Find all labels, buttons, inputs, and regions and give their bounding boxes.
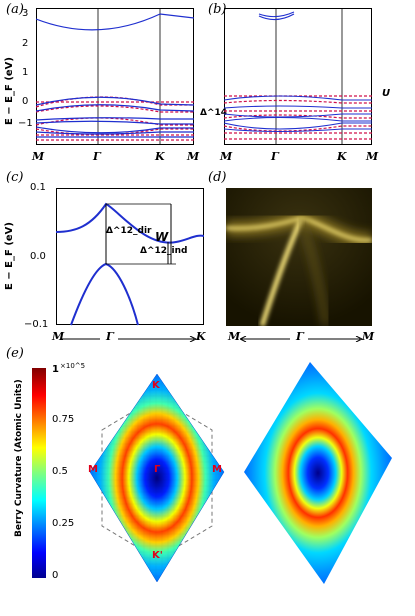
ytick-c-minus0.1: −0.1: [24, 319, 49, 330]
bz-label-M-left: M: [88, 464, 98, 475]
annot-delta-ind: Δ^12_ind: [140, 246, 188, 256]
kpath-c-K: K: [196, 330, 206, 343]
kpath-a-G: Γ: [93, 150, 101, 163]
cbar-tick-025: 0.25: [52, 518, 75, 529]
kpath-c-G: Γ: [106, 330, 114, 343]
ytick-a-2: 2: [22, 38, 29, 49]
ytick-a-0: 0: [22, 96, 29, 107]
panel-label-c: (c): [6, 170, 24, 185]
ytick-c-0.0: 0.0: [30, 251, 46, 262]
kpath-b-G: Γ: [271, 150, 279, 163]
band-zoom-c: [56, 188, 204, 326]
ytick-a-minus1: −1: [18, 118, 33, 129]
colorbar-label: Berry Curvature (Atomic Units): [14, 379, 24, 537]
cbar-exp: ×10^5: [60, 362, 86, 370]
kpath-c-arrows: [62, 336, 198, 342]
ylabel-c: E − E_F (eV): [4, 222, 15, 290]
berry-curvature-map-smooth: [244, 362, 392, 584]
annot-U: U: [382, 88, 391, 99]
cbar-tick-0: 0: [52, 570, 59, 581]
kpath-b-K: K: [337, 150, 347, 163]
berry-curvature-map-pixel: [89, 373, 225, 583]
panel-label-a: (a): [6, 2, 24, 17]
ytick-c-0.1: 0.1: [30, 182, 46, 193]
panel-label-b: (b): [208, 2, 227, 17]
cbar-tick-1: 1: [52, 364, 59, 375]
band-structure-b: [224, 8, 372, 145]
kpath-a-M2: M: [187, 150, 200, 163]
kpath-d-M2: M: [362, 330, 375, 343]
panel-label-e: (e): [6, 346, 24, 361]
bz-label-Gamma: Γ: [154, 464, 161, 475]
bz-label-M-right: M: [212, 464, 222, 475]
bz-label-K: K: [152, 380, 160, 391]
cbar-tick-05: 0.5: [52, 466, 68, 477]
ytick-a-3: 3: [22, 8, 29, 19]
kpath-b-M1: M: [220, 150, 233, 163]
annot-delta-dir: Δ^12_dir: [106, 226, 152, 236]
ytick-a-1: 1: [22, 67, 29, 78]
colorbar: [32, 368, 46, 578]
annot-W: W: [155, 230, 169, 244]
arpes-image-d: [226, 188, 372, 326]
ylabel-a: E − E_F (eV): [4, 57, 15, 125]
annot-delta14: Δ^14: [200, 108, 228, 118]
kpath-d-G: Γ: [296, 330, 304, 343]
kpath-d-M1: M: [228, 330, 241, 343]
kpath-c-M: M: [52, 330, 65, 343]
kpath-d-arrows: [240, 336, 364, 342]
band-structure-a: [36, 8, 194, 145]
panel-label-d: (d): [208, 170, 227, 185]
kpath-a-M1: M: [32, 150, 45, 163]
kpath-b-M2: M: [366, 150, 379, 163]
cbar-tick-075: 0.75: [52, 414, 75, 425]
kpath-a-K: K: [155, 150, 165, 163]
bz-label-Kprime: K': [152, 550, 163, 561]
